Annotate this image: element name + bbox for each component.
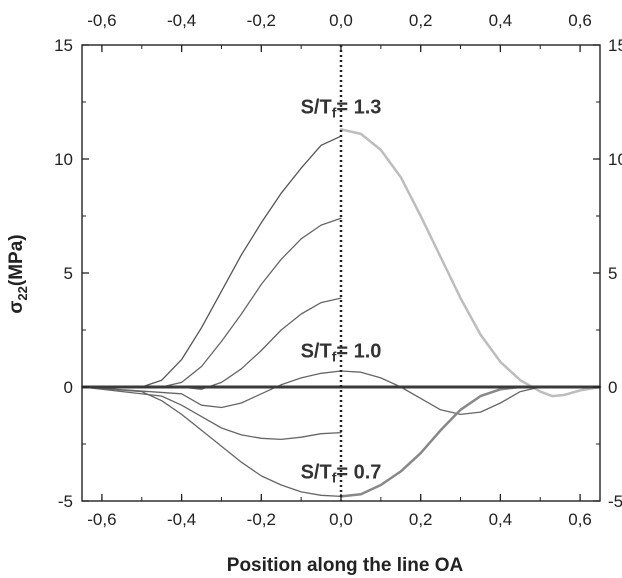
y-tick-label-right: 0 xyxy=(608,378,617,397)
y-tick-label-right: 5 xyxy=(608,264,617,283)
y-axis-title-unit: (MPa) xyxy=(6,234,27,286)
x-tick-label-top: 0,0 xyxy=(329,11,353,30)
x-tick-label-bottom: 0,4 xyxy=(489,510,513,529)
x-tick-label-bottom: -0,2 xyxy=(247,510,276,529)
x-tick-label-top: 0,4 xyxy=(489,11,513,30)
ratio-annotation-1: S/Tf= 1.3 xyxy=(301,97,382,121)
y-tick-label-right: -5 xyxy=(608,492,622,511)
y-axis-title-subscript: 22 xyxy=(15,286,30,300)
ratio-annotation-2: S/Tf= 1.0 xyxy=(301,341,382,365)
y-tick-label-left: 15 xyxy=(54,36,73,55)
series-line-7 xyxy=(81,386,342,498)
y-tick-label-left: -5 xyxy=(58,492,73,511)
y-tick-label-left: 0 xyxy=(64,378,73,397)
y-tick-label-left: 5 xyxy=(64,264,73,283)
y-tick-label-right: 10 xyxy=(608,150,622,169)
series-line-8 xyxy=(339,385,602,498)
annot-layer: S/Tf= 1.3 S/Tf= 1.0 S/Tf= 0.7 xyxy=(301,97,382,486)
x-tick-label-top: -0,4 xyxy=(167,11,196,30)
x-tick-label-bottom: -0,6 xyxy=(87,510,116,529)
series-line-6 xyxy=(81,386,342,441)
x-axis-title: Position along the line OA xyxy=(227,555,464,576)
series-line-3 xyxy=(81,217,342,388)
series-layer xyxy=(81,128,602,498)
svg-text:σ22(MPa): σ22(MPa) xyxy=(6,234,30,313)
x-tick-label-bottom: -0,4 xyxy=(167,510,196,529)
x-tick-label-bottom: 0,0 xyxy=(329,510,353,529)
series-line-5 xyxy=(81,370,601,416)
y-axis-title-symbol: σ xyxy=(6,301,27,314)
tick-layer: -0,6 -0,6 -0,4 -0,4 -0,2 -0,2 0,0 0,0 0,2 0,2 0,4 0… xyxy=(54,11,622,529)
y-tick-label-left: 10 xyxy=(54,150,73,169)
x-tick-label-top: -0,2 xyxy=(247,11,276,30)
x-tick-label-bottom: 0,6 xyxy=(568,510,592,529)
series-line-2 xyxy=(81,135,342,388)
ratio-annotation-3: S/Tf= 0.7 xyxy=(301,461,382,485)
x-tick-label-bottom: 0,2 xyxy=(409,510,433,529)
y-tick-label-right: 15 xyxy=(608,36,622,55)
x-tick-label-top: -0,6 xyxy=(87,11,116,30)
y-axis-title: σ22(MPa) xyxy=(6,234,30,313)
series-line-1 xyxy=(339,128,602,398)
x-tick-label-top: 0,2 xyxy=(409,11,433,30)
x-tick-label-top: 0,6 xyxy=(568,11,592,30)
